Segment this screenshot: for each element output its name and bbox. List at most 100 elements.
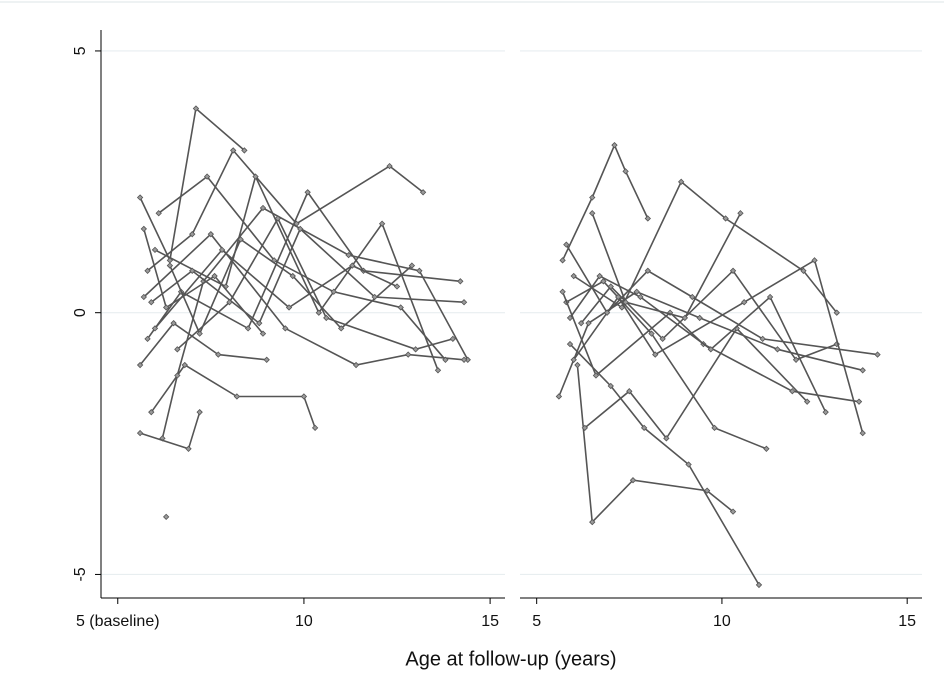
point xyxy=(259,204,267,212)
point xyxy=(559,288,566,295)
point xyxy=(218,246,226,254)
point xyxy=(566,340,574,348)
point xyxy=(803,398,811,405)
point xyxy=(282,325,289,332)
point xyxy=(349,262,356,269)
point xyxy=(166,262,174,269)
point xyxy=(611,142,618,149)
point xyxy=(416,267,423,274)
point xyxy=(192,105,200,112)
subject-line xyxy=(584,327,808,440)
point xyxy=(589,194,596,201)
point xyxy=(659,335,666,343)
point xyxy=(300,393,308,400)
point xyxy=(144,335,151,343)
point xyxy=(315,309,322,316)
point xyxy=(859,367,866,374)
y-tick-label: 0 xyxy=(72,308,89,317)
point xyxy=(233,393,241,400)
point xyxy=(330,288,337,295)
point xyxy=(155,210,162,217)
subject-line xyxy=(580,269,838,361)
point xyxy=(174,346,181,353)
point xyxy=(352,361,360,369)
point xyxy=(151,246,159,254)
x-axis-label: Age at follow-up (years) xyxy=(405,648,616,670)
point xyxy=(230,147,237,154)
subject-line xyxy=(176,216,454,351)
point xyxy=(412,346,419,353)
subject-line xyxy=(143,233,465,366)
point xyxy=(215,351,222,358)
point xyxy=(592,372,600,379)
point xyxy=(596,272,603,280)
point xyxy=(600,278,607,285)
point xyxy=(181,361,188,369)
point xyxy=(393,283,401,290)
point xyxy=(740,299,748,306)
subject-line xyxy=(591,212,742,319)
point xyxy=(696,314,703,322)
point xyxy=(449,335,457,343)
point xyxy=(241,147,248,154)
point xyxy=(789,388,796,395)
point xyxy=(570,356,577,363)
point xyxy=(681,314,689,322)
point xyxy=(637,293,644,301)
point xyxy=(252,173,259,180)
point xyxy=(460,356,468,363)
point xyxy=(136,429,144,437)
subject-line xyxy=(143,228,264,335)
x-tick-label: 15 xyxy=(898,613,916,630)
point xyxy=(174,372,181,379)
subject-line xyxy=(573,259,864,434)
point xyxy=(263,356,270,363)
point xyxy=(297,225,304,233)
point xyxy=(607,382,614,390)
point xyxy=(833,309,840,316)
y-tick-label: -5 xyxy=(72,567,89,581)
point xyxy=(626,388,633,395)
point xyxy=(196,330,203,337)
point xyxy=(652,351,659,358)
point xyxy=(763,445,770,452)
point xyxy=(729,267,737,274)
point xyxy=(707,346,714,353)
point xyxy=(285,304,293,311)
point xyxy=(345,251,352,259)
point xyxy=(577,319,585,327)
point xyxy=(226,299,233,306)
point xyxy=(434,367,442,374)
point xyxy=(203,173,211,180)
point xyxy=(304,189,311,196)
point xyxy=(256,319,263,327)
point xyxy=(859,429,866,437)
subject-line xyxy=(146,148,424,272)
point xyxy=(737,210,744,217)
subject-line xyxy=(569,274,827,413)
x-tick-label: 15 xyxy=(481,613,499,630)
point xyxy=(289,272,296,280)
point xyxy=(729,508,737,515)
point xyxy=(170,319,177,327)
point xyxy=(648,330,655,337)
point xyxy=(589,210,596,217)
point xyxy=(237,236,244,243)
point xyxy=(570,272,577,280)
subject-line xyxy=(139,411,201,450)
subject-line xyxy=(150,227,465,325)
subject-line xyxy=(158,175,447,361)
point xyxy=(589,518,596,526)
point xyxy=(140,293,147,301)
point xyxy=(189,267,196,274)
point xyxy=(722,215,729,222)
point xyxy=(378,220,386,227)
point xyxy=(211,272,218,280)
point xyxy=(607,283,614,290)
point xyxy=(189,231,196,238)
point xyxy=(644,215,651,222)
point xyxy=(759,335,766,343)
point xyxy=(162,304,170,311)
point xyxy=(574,361,581,369)
